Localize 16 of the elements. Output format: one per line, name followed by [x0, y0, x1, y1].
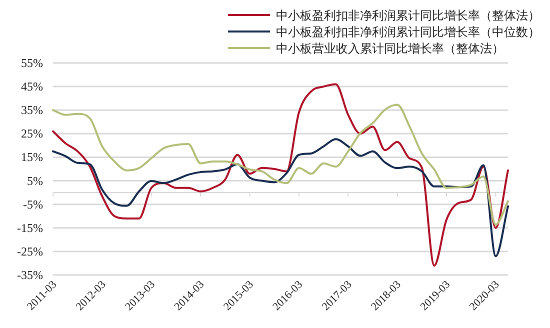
- y-tick-label: -35%: [17, 268, 43, 282]
- y-tick-label: 15%: [21, 150, 43, 164]
- line-series: [52, 138, 509, 258]
- y-tick-label: 45%: [21, 80, 43, 94]
- legend-label: 中小板盈利扣非净利润累计同比增长率（中位数）: [276, 25, 540, 39]
- y-tick-label: -5%: [23, 197, 43, 212]
- y-tick-label: -15%: [17, 220, 43, 235]
- legend-label: 中小板营业收入累计同比增长率（整体法）: [276, 42, 504, 56]
- legend-label: 中小板盈利扣非净利润累计同比增长率（整体法）: [276, 8, 540, 22]
- line-series: [52, 83, 509, 267]
- y-tick-label: 55%: [21, 56, 43, 70]
- y-tick-label: 25%: [21, 126, 43, 141]
- y-tick-label: -25%: [17, 244, 43, 258]
- line-series: [52, 104, 509, 226]
- y-tick-label: 35%: [21, 103, 43, 118]
- y-tick-label: 5%: [27, 174, 43, 188]
